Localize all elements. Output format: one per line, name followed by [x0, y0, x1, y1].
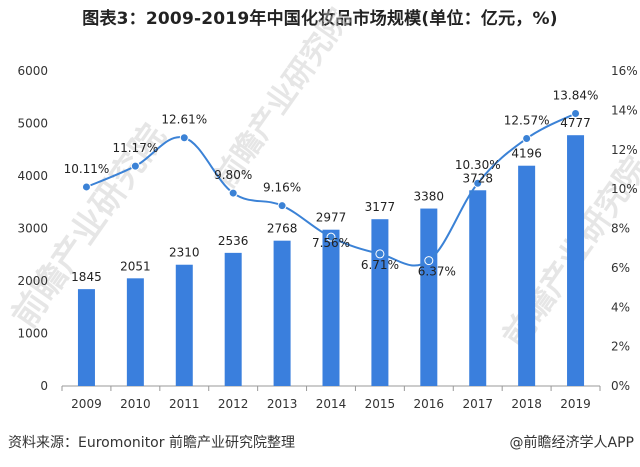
y-left-tick-label: 5000	[17, 117, 48, 131]
x-tick-label: 2013	[267, 397, 298, 411]
line-value-label: 10.11%	[64, 162, 110, 176]
bar	[175, 264, 193, 386]
y-left-tick-label: 3000	[17, 222, 48, 236]
x-tick-label: 2018	[511, 397, 542, 411]
x-tick-label: 2010	[120, 397, 151, 411]
line-value-label: 9.80%	[214, 168, 252, 182]
y-right-tick-label: 14%	[611, 103, 638, 117]
line-value-label: 13.84%	[553, 89, 599, 103]
y-left-tick-label: 2000	[17, 274, 48, 288]
growth-rate-point	[81, 182, 91, 192]
growth-rate-point	[571, 109, 581, 119]
bar	[126, 278, 144, 386]
x-tick-label: 2015	[365, 397, 396, 411]
brand-note: @前瞻经济学人APP	[509, 435, 634, 451]
bar-value-label: 2977	[316, 211, 347, 225]
bar-value-label: 4196	[511, 147, 542, 161]
bar-value-label: 3380	[414, 190, 445, 204]
y-right-tick-label: 4%	[611, 300, 630, 314]
line-value-label: 12.61%	[161, 113, 207, 127]
bar	[273, 240, 291, 386]
growth-rate-point	[424, 256, 434, 266]
line-value-label: 6.37%	[418, 265, 456, 279]
growth-rate-point	[179, 133, 189, 143]
x-tick-label: 2011	[169, 397, 200, 411]
y-right-tick-label: 2%	[611, 340, 630, 354]
bar	[224, 252, 242, 386]
axes: 0 1000 2000 3000 4000 5000 6000 0% 2% 4% 6% 8% 10% 12…	[17, 64, 637, 411]
line-value-label: 10.30%	[455, 158, 501, 172]
data-labels: 1845 2051 2310 2536 2768 2977 3177 3380 3728 4196…	[64, 89, 599, 285]
y-right-tick-label: 0%	[611, 379, 630, 393]
bar	[322, 229, 340, 386]
y-left-tick-label: 6000	[17, 64, 48, 78]
line-value-label: 9.16%	[263, 181, 301, 195]
growth-rate-point	[326, 232, 336, 242]
y-left-tick-label: 4000	[17, 169, 48, 183]
growth-rate-point	[375, 249, 385, 259]
bar	[567, 135, 585, 386]
bar	[469, 190, 487, 386]
bar-value-label: 3728	[462, 171, 493, 185]
bar-value-label: 2536	[218, 234, 249, 248]
bar-value-label: 2310	[169, 246, 200, 260]
x-tick-label: 2012	[218, 397, 249, 411]
y-right-tick-label: 10%	[611, 182, 638, 196]
x-tick-label: 2019	[560, 397, 591, 411]
y-left-tick-label: 1000	[17, 327, 48, 341]
y-right-tick-label: 12%	[611, 143, 638, 157]
line-value-label: 7.56%	[312, 236, 350, 250]
x-tick-label: 2009	[71, 397, 102, 411]
x-tick-label: 2014	[316, 397, 347, 411]
bar-value-label: 1845	[71, 270, 102, 284]
chart-title: 图表3：2009-2019年中国化妆品市场规模(单位：亿元，%)	[82, 9, 558, 29]
growth-rate-point	[130, 161, 140, 171]
bar	[371, 219, 389, 386]
bar-value-label: 3177	[365, 200, 396, 214]
x-tick-label: 2016	[414, 397, 445, 411]
y-left-tick-label: 0	[40, 379, 48, 393]
y-right-tick-label: 6%	[611, 261, 630, 275]
bar	[518, 165, 536, 386]
line-value-label: 12.57%	[504, 114, 550, 128]
growth-rate-point	[228, 188, 238, 198]
growth-rate-point	[277, 201, 287, 211]
bar-value-label: 2051	[120, 259, 151, 273]
bar	[77, 289, 95, 386]
bar-value-label: 4777	[560, 116, 591, 130]
line-value-label: 11.17%	[112, 141, 158, 155]
bars	[77, 135, 585, 386]
line-value-label: 6.71%	[361, 258, 399, 272]
line-series	[81, 109, 581, 267]
source-note: 资料来源：Euromonitor 前瞻产业研究院整理	[8, 435, 295, 451]
bar-value-label: 2768	[267, 222, 298, 236]
growth-rate-point	[473, 178, 483, 188]
y-right-tick-label: 16%	[611, 64, 638, 78]
growth-rate-point	[522, 134, 532, 144]
watermark-layer: 前瞻产业研究院前瞻产业研究院前瞻产业研究院	[5, 2, 640, 354]
bar	[420, 208, 438, 386]
y-right-tick-label: 8%	[611, 222, 630, 236]
watermark-text: 前瞻产业研究院	[208, 2, 357, 194]
x-tick-label: 2017	[462, 397, 493, 411]
